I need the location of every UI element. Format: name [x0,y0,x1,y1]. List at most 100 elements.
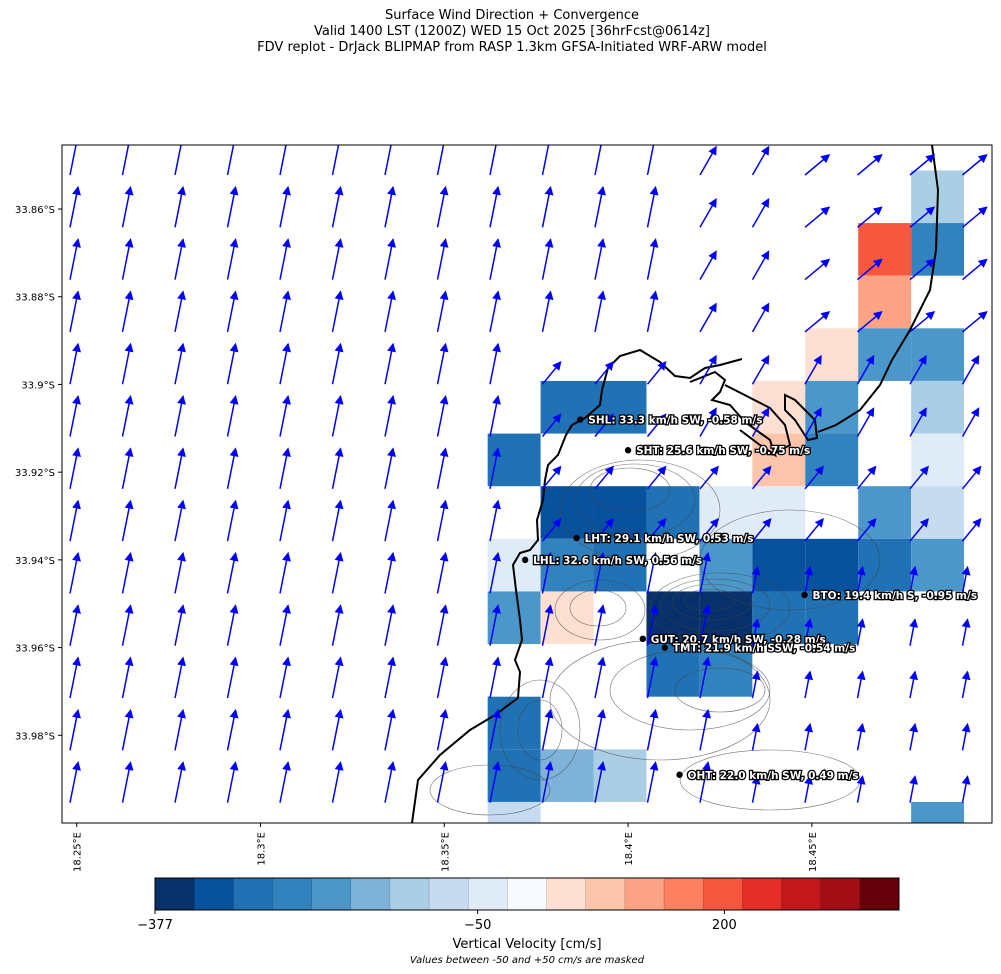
wind-arrow [121,551,134,594]
wind-arrow [646,656,659,699]
wind-arrow [121,656,134,699]
wind-arrow [69,499,81,542]
wind-arrow [909,722,919,751]
velocity-cell [540,591,594,645]
station-label-tmt: TMT: 21.9 km/h SSW, -0.54 m/s [673,643,855,655]
terrain-contour [609,649,771,731]
station-label-oht: OHT: 22.0 km/h SW, 0.49 m/s [688,770,859,782]
wind-arrow [279,761,291,803]
wind-arrow [331,604,344,646]
velocity-cell [858,328,912,381]
wind-arrow [69,290,81,333]
wind-arrow [121,290,134,333]
terrain-contour [499,679,581,781]
terrain-contour [659,578,771,632]
wind-arrow [751,722,761,751]
wind-arrow [121,185,134,228]
colorbar-tick-label: 200 [712,918,737,933]
wind-arrow [594,761,606,803]
wind-arrow [909,465,929,490]
wind-arrow [804,407,822,437]
wind-arrow [279,447,291,489]
wind-arrow [489,551,501,594]
wind-arrow [121,145,130,176]
wind-arrow [857,258,883,281]
velocity-cell [593,486,647,539]
wind-arrow [751,618,761,646]
wind-arrow [857,310,883,333]
wind-arrow [331,761,344,803]
wind-arrow [331,447,344,489]
wind-arrow [174,395,186,437]
wind-arrow [279,499,291,542]
wind-arrow [751,517,772,542]
wind-arrow [541,238,554,280]
wind-arrow [226,551,239,594]
wind-arrow [174,185,186,228]
wind-arrow [121,238,134,280]
wind-arrow [856,670,866,699]
wind-arrow [856,465,877,490]
wind-arrow [909,154,936,176]
colorbar: −377 −50 200 Vertical Velocity [cm/s] Valu… [137,877,900,966]
velocity-cell [540,380,594,434]
terrain-contour [549,639,771,761]
wind-arrow [384,551,396,594]
wind-arrow [331,551,344,594]
wind-arrow [436,447,449,489]
station-label-lhl: LHL: 32.6 km/h SW, 0.56 m/s [533,555,702,567]
wind-arrow [594,656,606,699]
colorbar-ticks: −377 −50 200 [137,910,737,933]
wind-arrow [699,761,711,803]
wind-arrow [174,761,186,803]
coastline-harbour-wall [724,384,792,456]
colorbar-swatch [703,878,743,910]
wind-arrow [489,145,497,176]
wind-arrow [279,395,291,437]
wind-arrow [384,708,396,751]
latitude-axis: 33.86°S 33.88°S 33.9°S 33.92°S 33.94°S 33.96°… [15,205,62,742]
station-marker-tmt [661,644,669,651]
wind-arrow [279,145,287,176]
colorbar-swatch [664,878,704,910]
wind-arrow [751,197,770,228]
wind-arrow [594,708,606,751]
lon-tick-label: 18.45°E [808,832,819,872]
wind-arrow [541,517,562,542]
wind-arrow [69,447,81,489]
station-marker-lhl [521,556,529,564]
wind-arrow [856,618,866,646]
velocity-cell [911,328,965,381]
station-marker-oht [676,771,683,778]
wind-arrow [856,775,866,803]
wind-arrow [699,517,719,542]
colorbar-swatch [389,878,430,910]
wind-arrow [541,185,554,228]
colorbar-swatch [546,878,587,910]
wind-arrow [174,342,186,385]
wind-arrow [174,656,186,699]
wind-arrow [489,499,501,542]
velocity-cell [752,591,806,645]
wind-arrow [384,395,396,437]
wind-arrow [436,145,445,176]
wind-arrow [489,708,501,751]
wind-arrow [961,618,971,646]
title-line-3: FDV replot - DrJack BLIPMAP from RASP 1.… [257,40,767,55]
terrain-contour [554,579,646,641]
wind-arrow [436,551,449,594]
wind-arrow [279,708,291,751]
wind-arrow [961,517,982,542]
wind-arrow [541,604,554,646]
wind-arrow [489,238,501,280]
wind-arrow [856,722,866,751]
wind-arrow [856,354,875,385]
wind-arrow [384,185,396,228]
lat-tick-label: 33.9°S [21,380,55,391]
velocity-cell [699,591,753,645]
wind-arrow [121,342,134,385]
wind-arrow [699,551,711,594]
wind-arrow [541,361,562,385]
station-marker-shl [577,416,584,423]
wind-arrow [331,656,344,699]
